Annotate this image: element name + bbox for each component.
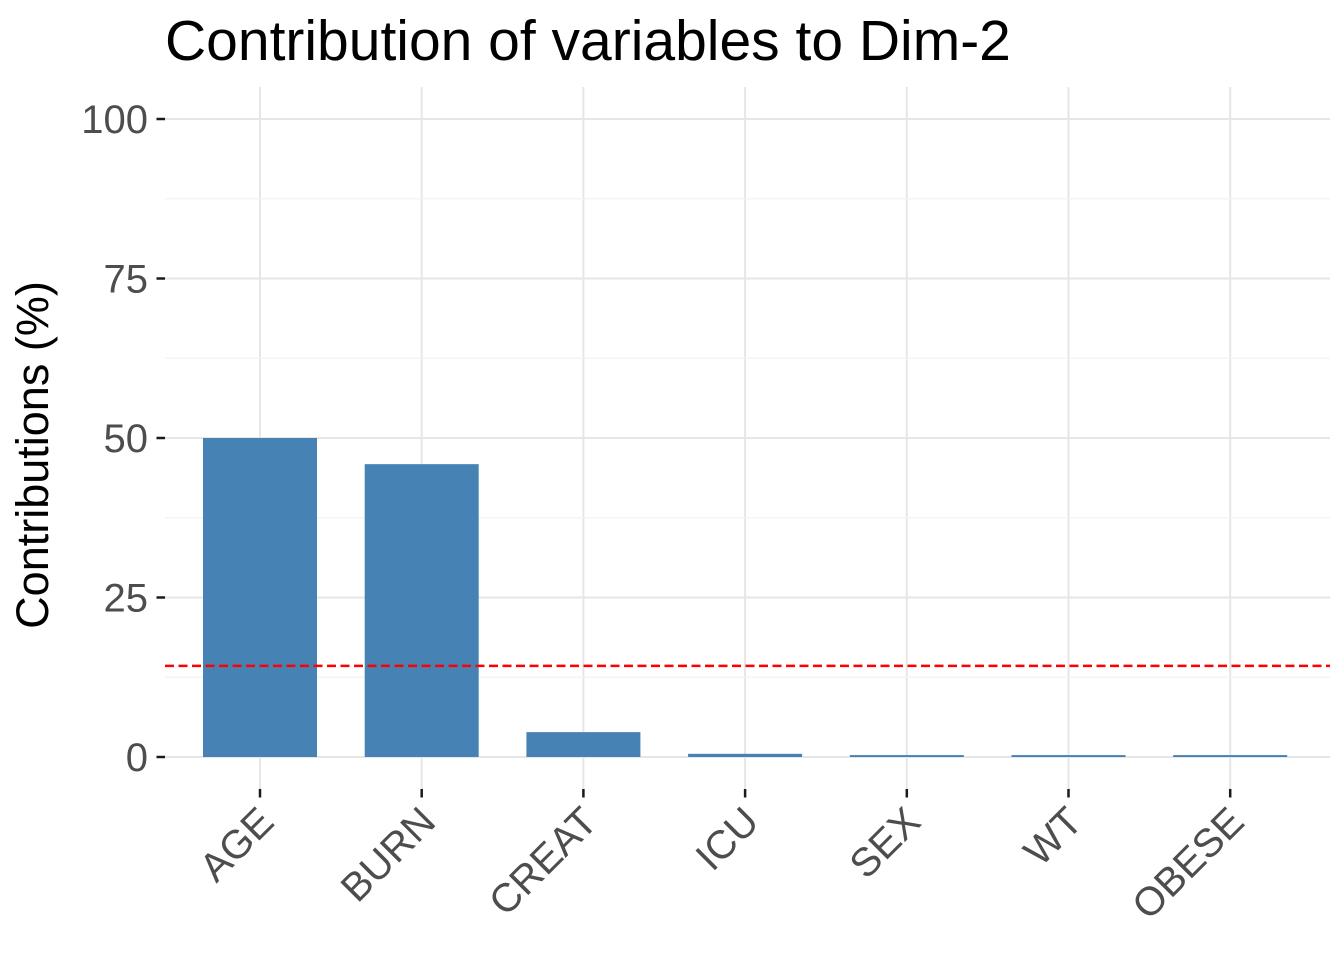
grid-layer xyxy=(165,87,1330,789)
x-tick-label-obese: OBESE xyxy=(1124,799,1253,928)
x-tick-label-creat: CREAT xyxy=(481,799,606,924)
bar-wt xyxy=(1011,755,1126,757)
y-tick-label-25: 25 xyxy=(104,577,149,621)
y-tick-label-0: 0 xyxy=(126,736,148,780)
bar-icu xyxy=(688,753,803,757)
x-tick-label-burn: BURN xyxy=(333,799,444,910)
x-tick-label-age: AGE xyxy=(192,799,283,890)
x-tick-label-wt: WT xyxy=(1016,799,1091,874)
bar-sex xyxy=(849,755,964,757)
y-tick-label-50: 50 xyxy=(104,417,149,461)
y-axis-label: Contributions (%) xyxy=(7,281,58,629)
bar-age xyxy=(203,438,317,757)
x-tick-label-sex: SEX xyxy=(841,799,929,887)
bar-obese xyxy=(1173,755,1288,757)
bar-creat xyxy=(526,732,641,757)
bar-layer xyxy=(203,438,1288,757)
x-tick-label-icu: ICU xyxy=(688,799,768,879)
bar-burn xyxy=(364,464,479,757)
y-tick-label-75: 75 xyxy=(104,258,149,302)
chart-title: Contribution of variables to Dim-2 xyxy=(165,9,1011,73)
y-tick-label-100: 100 xyxy=(81,98,148,142)
